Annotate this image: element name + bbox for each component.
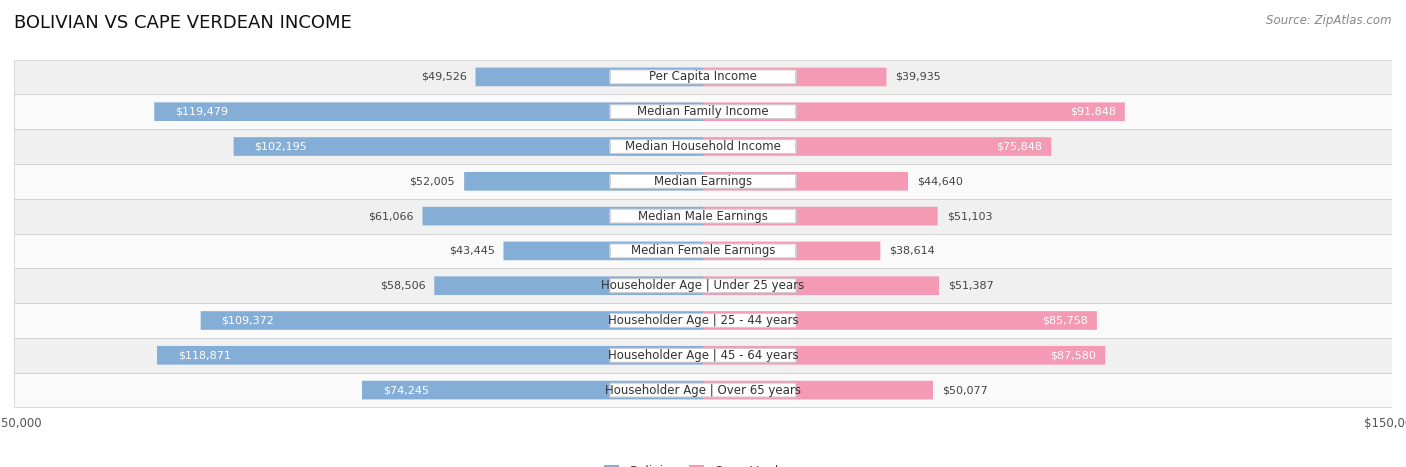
FancyBboxPatch shape: [464, 172, 703, 191]
Text: Median Family Income: Median Family Income: [637, 105, 769, 118]
Text: Householder Age | 45 - 64 years: Householder Age | 45 - 64 years: [607, 349, 799, 362]
Text: $85,758: $85,758: [1042, 316, 1088, 325]
FancyBboxPatch shape: [703, 241, 880, 260]
Text: Median Female Earnings: Median Female Earnings: [631, 244, 775, 257]
Text: $91,848: $91,848: [1070, 107, 1116, 117]
Text: Median Male Earnings: Median Male Earnings: [638, 210, 768, 223]
FancyBboxPatch shape: [610, 383, 796, 397]
Text: BOLIVIAN VS CAPE VERDEAN INCOME: BOLIVIAN VS CAPE VERDEAN INCOME: [14, 14, 352, 32]
FancyBboxPatch shape: [703, 276, 939, 295]
Bar: [14, 234, 1392, 269]
FancyBboxPatch shape: [703, 68, 886, 86]
Text: $39,935: $39,935: [896, 72, 941, 82]
Text: Per Capita Income: Per Capita Income: [650, 71, 756, 84]
FancyBboxPatch shape: [610, 140, 796, 154]
FancyBboxPatch shape: [703, 137, 1052, 156]
Text: $44,640: $44,640: [917, 177, 963, 186]
Text: Householder Age | Under 25 years: Householder Age | Under 25 years: [602, 279, 804, 292]
Text: $58,506: $58,506: [380, 281, 426, 290]
FancyBboxPatch shape: [610, 348, 796, 362]
Text: Source: ZipAtlas.com: Source: ZipAtlas.com: [1267, 14, 1392, 27]
Text: $38,614: $38,614: [890, 246, 935, 256]
Text: Householder Age | Over 65 years: Householder Age | Over 65 years: [605, 383, 801, 396]
FancyBboxPatch shape: [610, 313, 796, 327]
Bar: [14, 198, 1392, 234]
FancyBboxPatch shape: [703, 172, 908, 191]
Bar: [14, 164, 1392, 198]
Text: $52,005: $52,005: [409, 177, 456, 186]
Text: $43,445: $43,445: [449, 246, 495, 256]
Text: $74,245: $74,245: [382, 385, 429, 395]
FancyBboxPatch shape: [475, 68, 703, 86]
FancyBboxPatch shape: [610, 70, 796, 84]
FancyBboxPatch shape: [155, 102, 703, 121]
FancyBboxPatch shape: [703, 207, 938, 226]
Bar: [14, 59, 1392, 94]
FancyBboxPatch shape: [201, 311, 703, 330]
Text: $61,066: $61,066: [368, 211, 413, 221]
FancyBboxPatch shape: [361, 381, 703, 399]
FancyBboxPatch shape: [610, 209, 796, 223]
Bar: [14, 269, 1392, 303]
Text: $119,479: $119,479: [174, 107, 228, 117]
Bar: [14, 338, 1392, 373]
Text: $109,372: $109,372: [221, 316, 274, 325]
Text: $51,103: $51,103: [946, 211, 993, 221]
FancyBboxPatch shape: [503, 241, 703, 260]
FancyBboxPatch shape: [703, 346, 1105, 365]
Text: Householder Age | 25 - 44 years: Householder Age | 25 - 44 years: [607, 314, 799, 327]
FancyBboxPatch shape: [610, 279, 796, 293]
Text: Median Earnings: Median Earnings: [654, 175, 752, 188]
Text: $51,387: $51,387: [948, 281, 994, 290]
FancyBboxPatch shape: [610, 105, 796, 119]
FancyBboxPatch shape: [703, 102, 1125, 121]
Bar: [14, 129, 1392, 164]
Bar: [14, 94, 1392, 129]
FancyBboxPatch shape: [703, 311, 1097, 330]
Bar: [14, 373, 1392, 408]
Text: $118,871: $118,871: [177, 350, 231, 360]
FancyBboxPatch shape: [610, 174, 796, 188]
FancyBboxPatch shape: [423, 207, 703, 226]
FancyBboxPatch shape: [157, 346, 703, 365]
Text: $50,077: $50,077: [942, 385, 987, 395]
FancyBboxPatch shape: [610, 244, 796, 258]
Text: $75,848: $75,848: [997, 142, 1042, 151]
Text: $49,526: $49,526: [420, 72, 467, 82]
Bar: [14, 303, 1392, 338]
Legend: Bolivian, Cape Verdean: Bolivian, Cape Verdean: [599, 460, 807, 467]
Text: Median Household Income: Median Household Income: [626, 140, 780, 153]
FancyBboxPatch shape: [233, 137, 703, 156]
Text: $87,580: $87,580: [1050, 350, 1097, 360]
FancyBboxPatch shape: [703, 381, 934, 399]
Text: $102,195: $102,195: [254, 142, 307, 151]
FancyBboxPatch shape: [434, 276, 703, 295]
